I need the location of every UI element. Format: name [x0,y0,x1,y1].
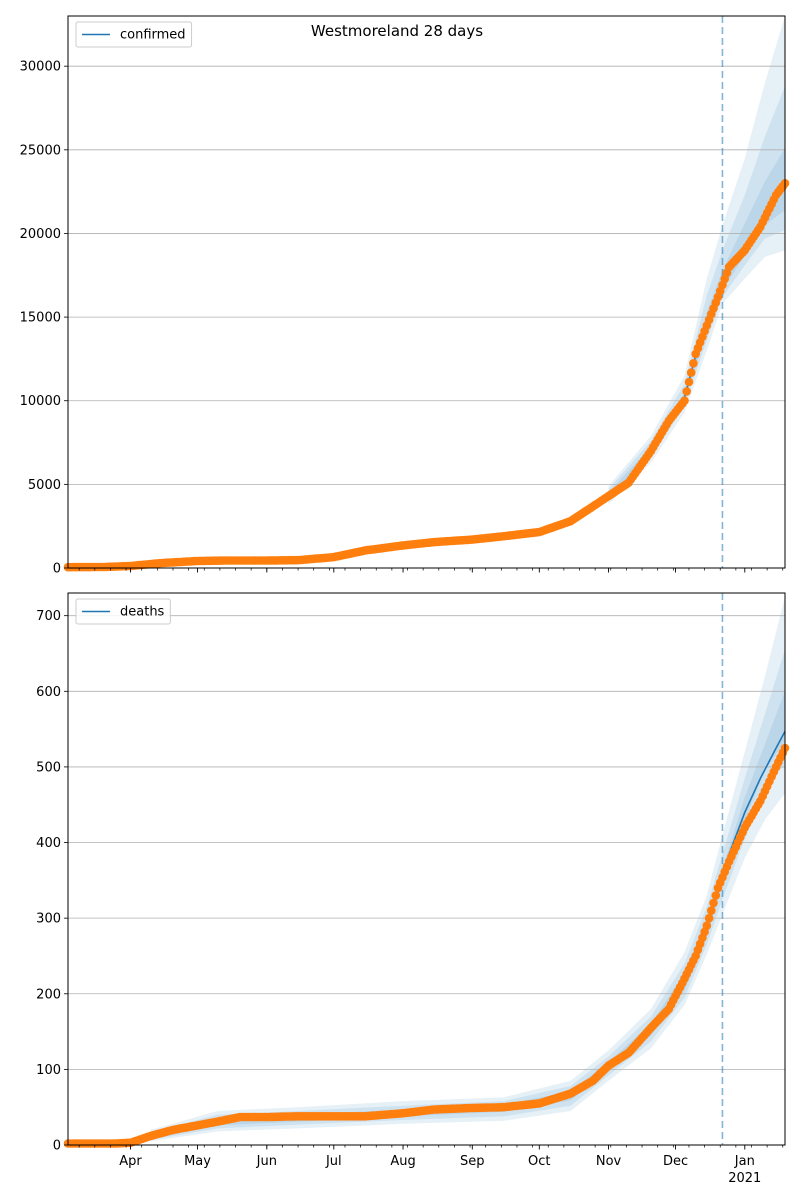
observed-point [709,898,718,908]
legend-box [75,21,193,48]
observed-point [702,921,712,930]
x-tick-label: Oct [528,1154,550,1169]
confidence-band-3 [608,148,785,499]
confirmed-legend: confirmed [75,21,193,48]
y-tick-label: 200 [36,987,61,1002]
axes-frame [67,592,786,1146]
confirmed-y-ticks: 0 5000 10000 15000 20000 25000 30000 [20,60,68,577]
y-tick-label: 600 [36,685,61,700]
model-line [67,182,786,568]
confidence-band-1 [608,16,785,505]
y-tick-label: 10000 [20,394,61,409]
deaths-confidence-bands [150,596,786,1142]
deaths-model-line [68,731,786,1145]
y-tick-label: 500 [36,760,61,775]
observed-point [689,359,698,368]
deaths-gridlines [68,615,785,1146]
confidence-band-3 [150,691,786,1139]
legend-box [75,598,171,625]
x-tick-label: Jun [256,1154,277,1169]
observed-point [711,891,721,900]
y-tick-label: 25000 [20,143,61,158]
observed-point [680,396,689,406]
axes-frame [67,15,786,569]
deaths-panel: 0 100 200 300 400 500 600 700 Apr May Jun Jul Aug Se… [36,592,790,1186]
confirmed-observed-points [63,179,790,572]
x-tick-label: Jul [325,1154,342,1169]
deaths-observed-points [63,743,790,1148]
deaths-legend: deaths [75,598,171,625]
x-tick-label: Sep [460,1154,485,1169]
y-tick-label: 700 [36,609,61,624]
legend-label-deaths: deaths [120,605,165,620]
observed-point [707,906,716,915]
confirmed-gridlines [68,65,785,569]
x-tick-label: Aug [390,1154,415,1169]
confirmed-x-minor-ticks [78,568,784,573]
y-tick-label: 0 [53,1139,61,1154]
deaths-y-ticks: 0 100 200 300 400 500 600 700 [36,609,68,1154]
confirmed-axes-frame [67,15,786,569]
y-tick-label: 300 [36,912,61,927]
y-tick-label: 400 [36,836,61,851]
deaths-axes-frame [67,592,786,1146]
y-tick-label: 0 [53,562,61,577]
model-line [68,731,786,1145]
x-tick-sublabel: 2021 [728,1171,761,1186]
observed-point [686,368,696,377]
observed-point [682,387,691,396]
legend-label-confirmed: confirmed [120,28,186,43]
observed-point [684,377,694,387]
x-tick-label: May [184,1154,211,1169]
confirmed-confidence-bands [608,16,785,505]
y-tick-label: 20000 [20,227,61,242]
x-tick-label: Dec [663,1154,688,1169]
figure-title: Westmoreland 28 days [311,22,483,40]
confirmed-model-line [67,182,786,568]
confidence-band-1 [150,596,786,1142]
x-tick-label: Nov [596,1154,622,1169]
confirmed-panel: 0 5000 10000 15000 20000 25000 30000 confirmed… [20,15,790,577]
deaths-x-minor-ticks [78,1145,784,1148]
x-tick-label: Apr [119,1154,142,1169]
x-tick-label: Jan [734,1154,755,1169]
deaths-x-ticks: Apr May Jun Jul Aug Sep Oct Nov Dec Jan 2021 [119,1145,761,1186]
observed-point [704,913,714,923]
y-tick-label: 5000 [28,478,61,493]
y-tick-label: 30000 [20,60,61,75]
y-tick-label: 100 [36,1063,61,1078]
y-tick-label: 15000 [20,311,61,326]
confidence-band-2 [150,649,786,1140]
